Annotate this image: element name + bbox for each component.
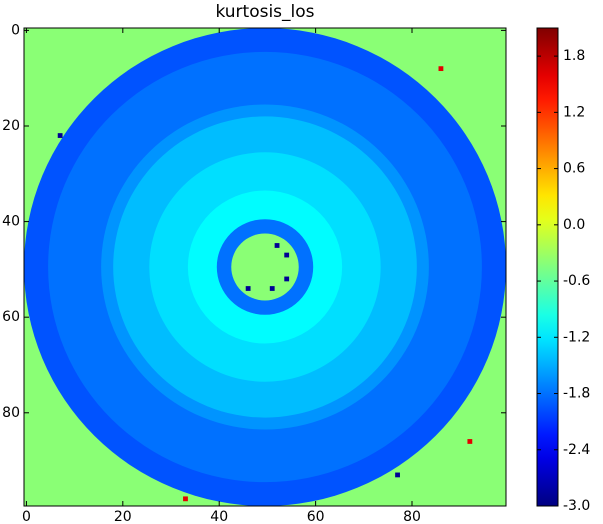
x-tick-label: 40 xyxy=(210,509,228,524)
colorbar-tick-label: 1.2 xyxy=(563,104,585,120)
x-tick-label: 80 xyxy=(403,509,421,524)
y-tick-label: 20 xyxy=(2,118,20,134)
colorbar-tick-label: -1.8 xyxy=(563,386,590,402)
colorbar-tick-label: 1.8 xyxy=(563,48,585,64)
x-tick-label: 20 xyxy=(114,509,132,524)
plot-frame xyxy=(23,27,507,507)
x-tick-label: 0 xyxy=(22,509,31,524)
colorbar-tick-label: -1.2 xyxy=(563,329,590,345)
y-tick-label: 80 xyxy=(2,405,20,421)
heatmap-cell xyxy=(183,496,188,502)
heatmap-cell xyxy=(395,472,400,478)
heatmap-region xyxy=(231,233,299,301)
heatmap-cell xyxy=(245,286,251,291)
x-tick-label: 60 xyxy=(307,509,325,524)
heatmap-cell xyxy=(284,276,290,282)
heatmap-cell xyxy=(274,243,280,248)
heatmap-cell xyxy=(467,439,473,444)
heatmap-cell xyxy=(57,133,63,138)
colorbar-tick-label: -2.4 xyxy=(563,442,590,458)
y-tick-label: 60 xyxy=(2,309,20,325)
heatmap-cell xyxy=(284,252,290,258)
plot-area xyxy=(24,28,506,506)
colorbar-tick-label: 0.0 xyxy=(563,217,585,233)
heatmap-cell xyxy=(269,286,275,291)
colorbar-tick-label: -0.6 xyxy=(563,273,590,289)
y-tick-label: 0 xyxy=(11,22,20,38)
y-tick-label: 40 xyxy=(2,214,20,230)
colorbar-tick-label: 0.6 xyxy=(563,161,585,177)
heatmap-cell xyxy=(438,66,444,72)
colorbar-tick-label: -3.0 xyxy=(563,498,590,514)
colorbar xyxy=(536,27,559,507)
chart-title: kurtosis_los xyxy=(215,2,314,22)
